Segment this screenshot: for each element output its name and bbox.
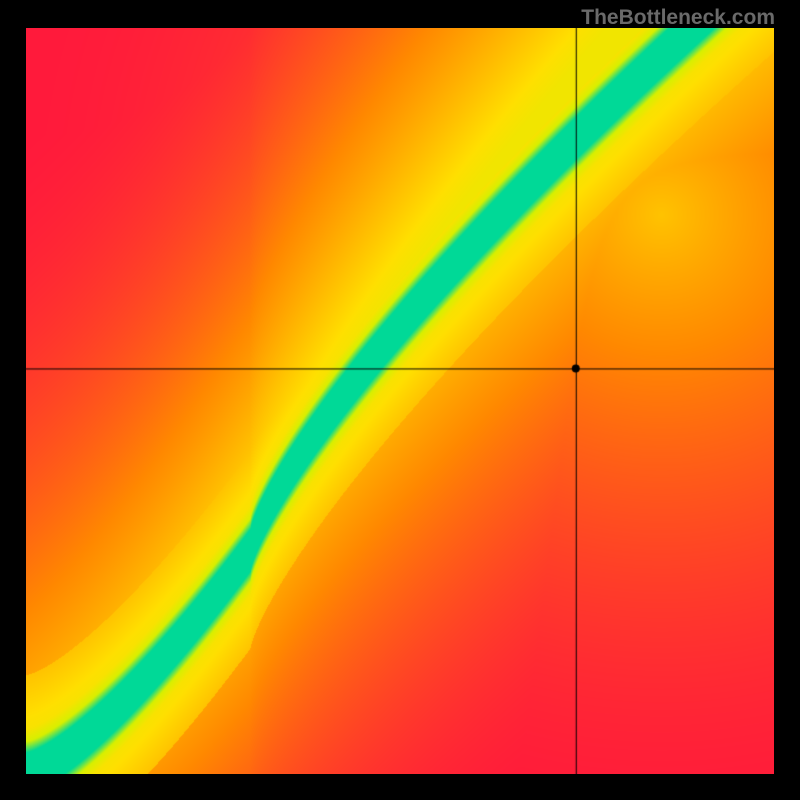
chart-container: TheBottleneck.com <box>0 0 800 800</box>
bottleneck-heatmap <box>26 28 774 774</box>
watermark-text: TheBottleneck.com <box>581 6 775 30</box>
